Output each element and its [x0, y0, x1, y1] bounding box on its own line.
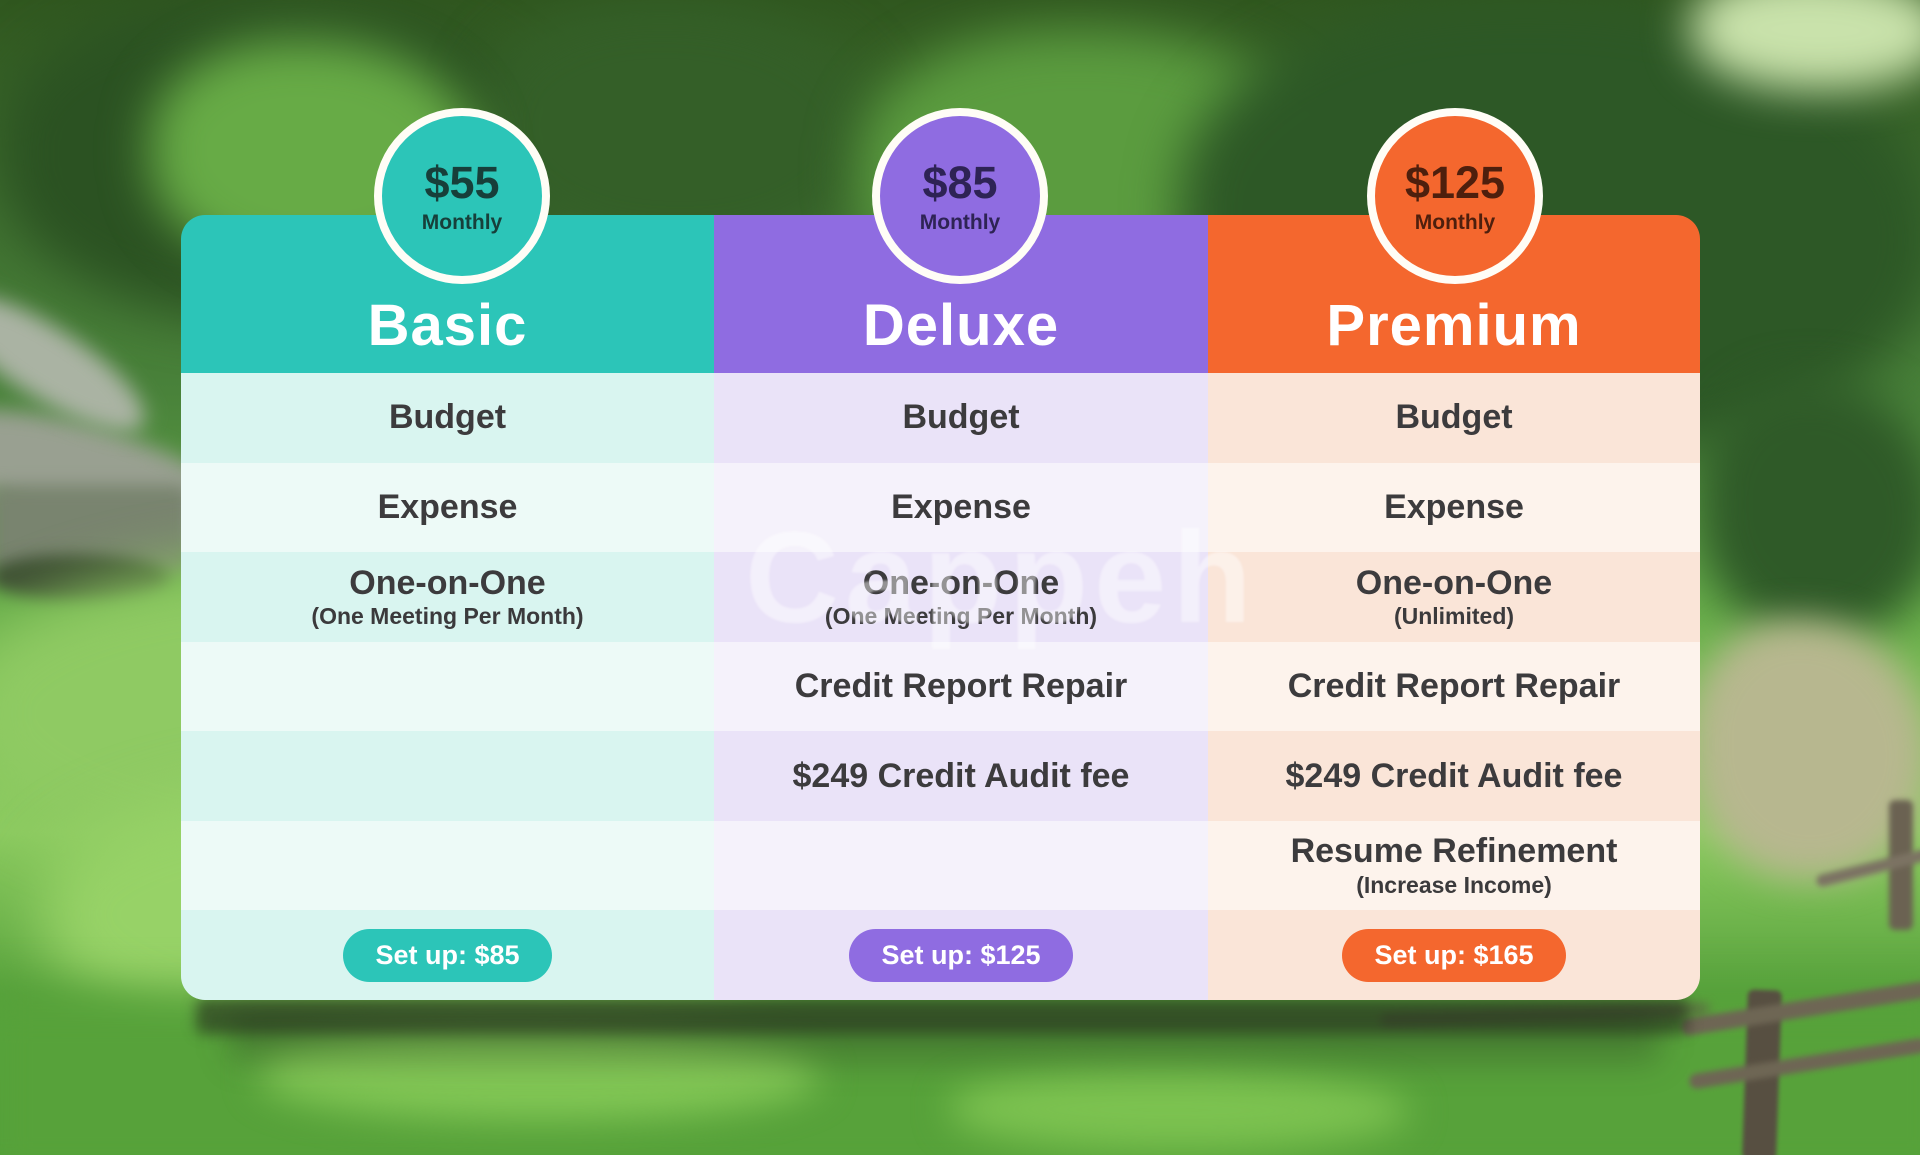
feature-row: Credit Report Repair [1208, 641, 1700, 732]
card-drop-shadow [196, 998, 1688, 1034]
feature-label: One-on-One [349, 563, 546, 602]
price-text: $85 [922, 157, 998, 208]
feature-row [181, 641, 714, 732]
feature-row: Resume Refinement (Increase Income) [1208, 820, 1700, 911]
feature-row [181, 731, 714, 821]
setup-row: Set up: $165 [1208, 910, 1700, 1000]
feature-rows-basic: Budget Expense One-on-One (One Meeting P… [181, 373, 714, 1000]
price-period: Monthly [421, 211, 503, 234]
feature-rows-premium: Budget Expense One-on-One (Unlimited) Cr… [1208, 373, 1700, 1000]
plan-title: Deluxe [862, 293, 1060, 358]
feature-label: One-on-One [1355, 563, 1553, 602]
feature-row: Budget [181, 373, 714, 463]
feature-label: $249 Credit Audit fee [792, 756, 1130, 795]
grass-patch [950, 1070, 1410, 1150]
feature-row: Budget [714, 373, 1208, 463]
feature-label: Budget [388, 398, 507, 437]
dirt-path [1690, 620, 1920, 880]
feature-row [181, 820, 714, 911]
feature-row: Expense [181, 462, 714, 553]
plan-column-deluxe: Deluxe Budget Expense One-on-One (One Me… [714, 215, 1208, 1000]
setup-button-basic[interactable]: Set up: $85 [343, 928, 552, 982]
feature-label: Credit Report Repair [1287, 667, 1621, 706]
feature-label: Resume Refinement [1290, 832, 1618, 871]
price-text: $55 [424, 157, 500, 208]
feature-label: One-on-One [862, 563, 1060, 602]
price-badge-basic: $55 Monthly [374, 108, 550, 284]
setup-button-deluxe[interactable]: Set up: $125 [849, 928, 1073, 982]
feature-label: Credit Report Repair [794, 667, 1128, 706]
price-period: Monthly [1414, 211, 1496, 234]
feature-row: Budget [1208, 373, 1700, 463]
plan-header-basic: Basic [181, 215, 714, 373]
card-drop-shadow-soft [230, 1010, 1660, 1062]
plan-column-basic: Basic Budget Expense One-on-One (One Mee… [181, 215, 714, 1000]
price-badge-deluxe: $85 Monthly [872, 108, 1048, 284]
feature-row: $249 Credit Audit fee [714, 731, 1208, 821]
feature-note: (One Meeting Per Month) [824, 603, 1098, 630]
feature-row: Credit Report Repair [714, 641, 1208, 732]
feature-row: Expense [714, 462, 1208, 553]
feature-label: Budget [1395, 398, 1513, 437]
tree-blob [1700, 380, 1920, 640]
feature-label: Expense [377, 488, 518, 526]
grass-patch [260, 1030, 820, 1120]
setup-button-premium[interactable]: Set up: $165 [1342, 928, 1566, 982]
feature-label: Expense [1384, 488, 1524, 526]
feature-row: One-on-One (Unlimited) [1208, 552, 1700, 642]
plan-column-premium: Premium Budget Expense One-on-One (Unlim… [1208, 215, 1700, 1000]
setup-row: Set up: $125 [714, 910, 1208, 1000]
feature-note: (Increase Income) [1356, 872, 1552, 899]
setup-row: Set up: $85 [181, 910, 714, 1000]
plan-title: Basic [367, 293, 528, 358]
feature-row: $249 Credit Audit fee [1208, 731, 1700, 821]
feature-note: (One Meeting Per Month) [311, 603, 584, 630]
feature-row: One-on-One (One Meeting Per Month) [714, 552, 1208, 642]
feature-label: Budget [902, 398, 1020, 437]
feature-note: (Unlimited) [1393, 603, 1515, 630]
feature-label: $249 Credit Audit fee [1285, 756, 1623, 795]
price-period: Monthly [919, 211, 1001, 234]
feature-row: Expense [1208, 462, 1700, 553]
price-badge-premium: $125 Monthly [1367, 108, 1543, 284]
pricing-table: Basic Budget Expense One-on-One (One Mee… [181, 215, 1700, 1000]
feature-label: Expense [891, 488, 1031, 526]
plan-title: Premium [1326, 293, 1582, 358]
feature-rows-deluxe: Budget Expense One-on-One (One Meeting P… [714, 373, 1208, 1000]
feature-row [714, 820, 1208, 911]
feature-row: One-on-One (One Meeting Per Month) [181, 552, 714, 642]
price-text: $125 [1404, 157, 1506, 208]
